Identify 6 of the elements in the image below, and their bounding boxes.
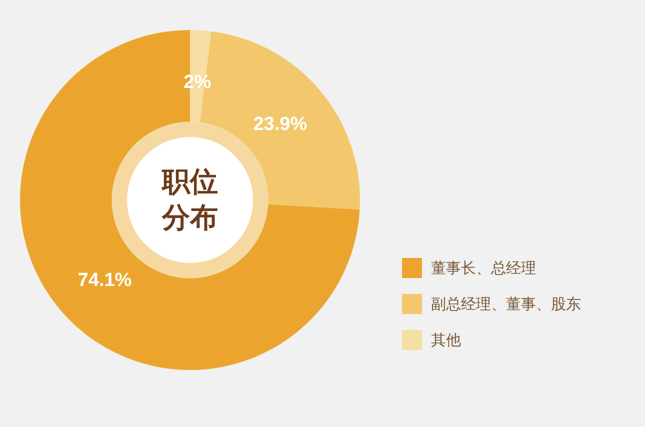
legend-label: 其他 <box>431 330 461 350</box>
legend-label: 副总经理、董事、股东 <box>431 294 581 314</box>
data-label: 74.1% <box>78 270 132 291</box>
legend-label: 董事长、总经理 <box>431 258 536 278</box>
data-label: 23.9% <box>253 114 308 136</box>
text: 职位分布 <box>160 164 219 236</box>
